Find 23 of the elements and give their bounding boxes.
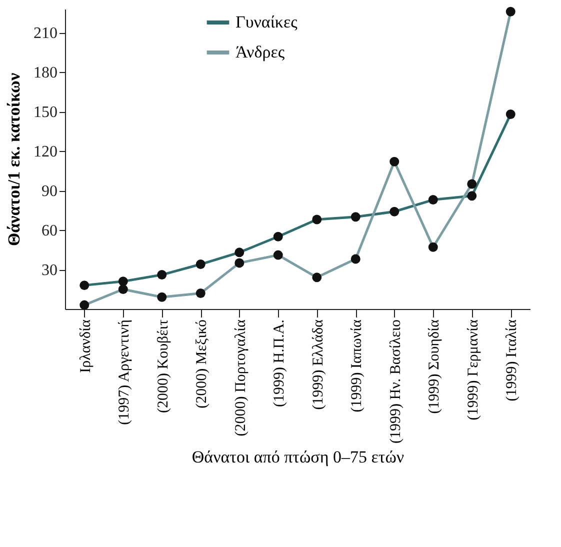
y-tick-label: 120: [34, 144, 58, 161]
x-axis-title: Θάνατοι από πτώση 0–75 ετών: [192, 447, 404, 466]
x-tick-label: Ιρλανδία: [78, 319, 94, 373]
x-tick-label: (1999) Ην. Βασίλειο: [388, 320, 404, 444]
x-tick-label: (2000) Μεξικό: [194, 320, 210, 408]
x-tick-label: (1999) Ελλάδα: [310, 319, 326, 410]
y-tick-label: 180: [34, 64, 58, 82]
x-tick-label: (1999) Η.Π.Α.: [272, 320, 288, 407]
x-tick-label: (1999) Ιταλία: [504, 319, 520, 402]
y-axis-title: Θάνατοι/1 εκ. κατοίκων: [4, 72, 24, 246]
x-tick-label: (1997) Αργεντινή: [116, 319, 133, 425]
legend-label: Γυναίκες: [236, 12, 298, 32]
x-tick-label: (1999) Ιαπωνία: [349, 319, 366, 412]
x-tick-label: (2000) Πορτογαλία: [232, 319, 249, 436]
y-tick-label: 210: [34, 25, 58, 42]
x-tick-label: (1999) Γερμανία: [465, 319, 482, 420]
y-tick-label: 90: [42, 183, 58, 200]
x-tick-label: (1999) Σουηδία: [426, 319, 443, 414]
legend-label: Άνδρες: [236, 42, 285, 62]
y-tick-label: 30: [42, 262, 58, 280]
y-tick-label: 60: [42, 222, 58, 240]
y-tick-label: 150: [34, 104, 58, 122]
x-tick-label: (2000) Κουβέιτ: [155, 320, 172, 413]
